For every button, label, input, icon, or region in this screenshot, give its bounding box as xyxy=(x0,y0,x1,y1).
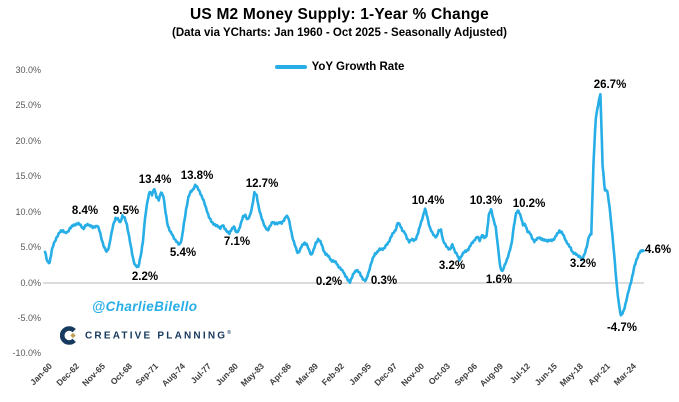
chart-subtitle: (Data via YCharts: Jan 1960 - Oct 2025 -… xyxy=(172,27,507,39)
data-point-label: 1.6% xyxy=(485,274,513,286)
creative-planning-c-icon xyxy=(60,326,76,345)
legend: YoY Growth Rate xyxy=(0,60,679,74)
data-point-label: 13.8% xyxy=(180,170,214,182)
y-axis-tick-label: -5.0% xyxy=(17,312,41,323)
data-point-label: 10.4% xyxy=(411,195,445,207)
data-point-label: 4.6% xyxy=(644,244,672,256)
legend-label: YoY Growth Rate xyxy=(311,61,405,73)
y-axis-tick-label: 30.0% xyxy=(15,64,41,75)
data-point-label: 7.1% xyxy=(223,236,251,248)
data-point-label: 5.4% xyxy=(169,247,197,259)
data-point-label: -4.7% xyxy=(606,322,638,334)
data-point-label: 10.2% xyxy=(512,198,546,210)
y-axis-tick-label: 20.0% xyxy=(15,135,41,146)
legend-line-swatch xyxy=(274,65,307,69)
y-axis-tick-label: 25.0% xyxy=(15,100,41,111)
data-point-label: 0.3% xyxy=(370,275,398,287)
y-axis-tick-label: 15.0% xyxy=(15,171,41,182)
y-axis-tick-label: 0.0% xyxy=(20,277,41,288)
y-axis-tick-label: 5.0% xyxy=(20,242,41,253)
data-point-label: 3.2% xyxy=(569,258,597,270)
watermark-handle: @CharlieBilello xyxy=(92,299,198,314)
data-point-label: 12.7% xyxy=(245,178,279,190)
creative-planning-wordmark: CREATIVE PLANNING® xyxy=(85,329,231,342)
data-point-label: 10.3% xyxy=(469,195,503,207)
data-point-label: 0.2% xyxy=(315,276,343,288)
data-point-label: 9.5% xyxy=(112,205,140,217)
data-point-label: 3.2% xyxy=(438,260,466,272)
registered-mark: ® xyxy=(227,329,231,336)
y-axis-tick-label: 10.0% xyxy=(15,206,41,217)
creative-planning-logo: CREATIVE PLANNING® xyxy=(60,326,231,345)
data-point-label: 13.4% xyxy=(138,174,172,186)
data-point-label: 26.7% xyxy=(593,79,627,91)
y-axis-tick-label: -10.0% xyxy=(12,348,41,359)
data-point-label: 8.4% xyxy=(71,205,99,217)
chart-title: US M2 Money Supply: 1-Year % Change xyxy=(190,6,489,23)
data-point-label: 2.2% xyxy=(131,271,159,283)
